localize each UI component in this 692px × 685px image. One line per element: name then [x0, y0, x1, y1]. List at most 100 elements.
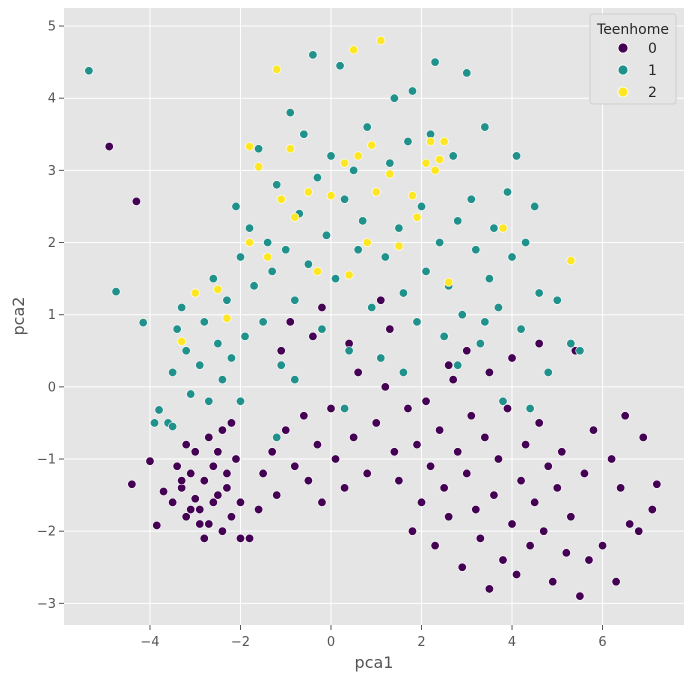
data-point-0 [199, 476, 209, 486]
data-point-0 [186, 505, 196, 515]
data-point-0 [349, 432, 359, 442]
data-point-0 [380, 382, 390, 392]
data-point-0 [421, 396, 431, 406]
data-point-1 [575, 346, 585, 356]
data-point-0 [552, 483, 562, 493]
data-point-0 [127, 479, 137, 489]
data-point-0 [652, 479, 662, 489]
data-point-2 [344, 270, 354, 280]
data-point-1 [204, 396, 214, 406]
data-point-1 [489, 223, 499, 233]
data-point-0 [493, 454, 503, 464]
data-point-1 [484, 274, 494, 284]
data-point-1 [317, 324, 327, 334]
y-tick-label: 0 [48, 380, 56, 395]
data-point-0 [448, 375, 458, 385]
data-point-1 [303, 259, 313, 269]
data-point-0 [539, 526, 549, 536]
data-point-1 [217, 375, 227, 385]
data-point-0 [534, 339, 544, 349]
data-point-0 [489, 490, 499, 500]
data-point-0 [186, 468, 196, 478]
data-point-0 [131, 196, 141, 206]
data-point-1 [417, 201, 427, 211]
data-point-1 [362, 122, 372, 132]
data-point-0 [331, 454, 341, 464]
data-point-0 [190, 494, 200, 504]
data-point-2 [245, 238, 255, 248]
data-point-0 [226, 512, 236, 522]
data-point-1 [272, 432, 282, 442]
data-point-0 [376, 295, 386, 305]
y-tick-label: −1 [37, 453, 56, 468]
data-point-1 [254, 144, 264, 154]
x-tick-label: 2 [417, 635, 425, 650]
data-point-0 [267, 447, 277, 457]
data-point-0 [394, 476, 404, 486]
data-point-1 [412, 317, 422, 327]
data-point-1 [453, 216, 463, 226]
data-point-0 [371, 418, 381, 428]
data-point-1 [111, 287, 121, 297]
x-axis-label: pca1 [355, 653, 394, 672]
data-point-0 [281, 425, 291, 435]
data-point-0 [484, 584, 494, 594]
y-tick-label: −2 [37, 525, 56, 540]
data-point-0 [152, 520, 162, 530]
data-point-0 [620, 411, 630, 421]
data-point-2 [367, 140, 377, 150]
data-point-0 [235, 533, 245, 543]
data-point-2 [371, 187, 381, 197]
data-point-1 [344, 346, 354, 356]
data-point-0 [435, 425, 445, 435]
legend-marker-0 [617, 42, 629, 54]
data-point-0 [208, 497, 218, 507]
y-tick-label: 2 [48, 236, 56, 251]
data-point-0 [213, 490, 223, 500]
data-point-0 [462, 346, 472, 356]
data-point-1 [512, 151, 522, 161]
data-point-0 [222, 468, 232, 478]
data-point-1 [272, 180, 282, 190]
data-point-1 [222, 295, 232, 305]
data-point-1 [566, 339, 576, 349]
data-point-2 [245, 142, 255, 152]
data-point-0 [557, 447, 567, 457]
data-point-2 [349, 45, 359, 55]
data-point-0 [403, 404, 413, 414]
data-point-0 [290, 461, 300, 471]
data-point-0 [498, 555, 508, 565]
legend-entries: 0 1 2 [617, 41, 657, 101]
data-point-0 [507, 353, 517, 363]
data-point-1 [321, 230, 331, 240]
data-point-2 [444, 277, 454, 287]
data-point-2 [276, 194, 286, 204]
x-tick-label: −2 [231, 635, 250, 650]
data-point-1 [168, 367, 178, 377]
plot-area-background [64, 8, 684, 625]
data-point-1 [525, 404, 535, 414]
data-point-2 [407, 191, 417, 201]
data-point-1 [349, 165, 359, 175]
data-point-0 [430, 541, 440, 551]
y-tick-label: 1 [48, 308, 56, 323]
data-points [84, 35, 662, 601]
data-point-0 [326, 404, 336, 414]
data-point-1 [480, 317, 490, 327]
legend-label-0: 0 [648, 41, 657, 57]
data-point-1 [299, 129, 309, 139]
data-point-2 [394, 241, 404, 251]
data-point-0 [285, 317, 295, 327]
data-point-0 [426, 461, 436, 471]
grid-lines [64, 8, 684, 625]
data-point-2 [566, 256, 576, 266]
data-point-1 [439, 331, 449, 341]
data-point-2 [312, 266, 322, 276]
data-point-0 [204, 519, 214, 529]
data-point-0 [276, 346, 286, 356]
data-point-0 [317, 497, 327, 507]
data-point-1 [154, 405, 164, 415]
y-axis-ticks: −3 −2 −1 0 1 2 3 4 5 [37, 20, 64, 612]
data-point-1 [150, 418, 160, 428]
